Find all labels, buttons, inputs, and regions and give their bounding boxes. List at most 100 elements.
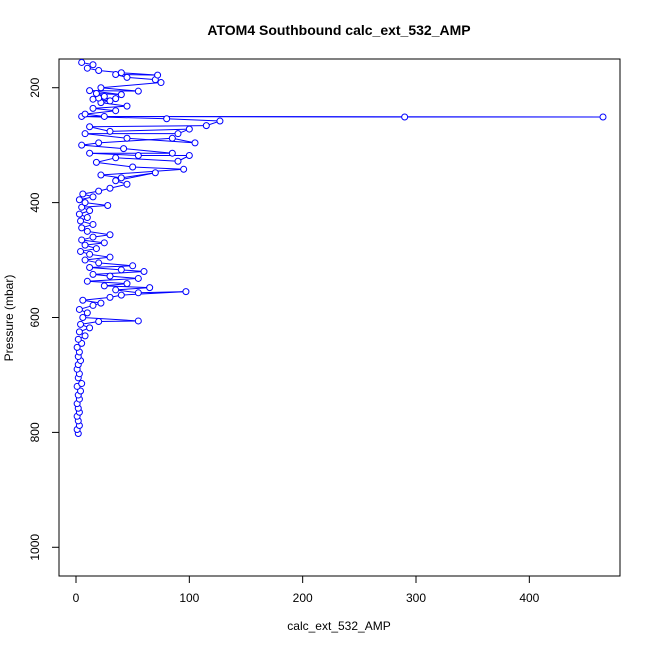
data-point: [117, 174, 125, 182]
data-point: [78, 59, 86, 66]
data-point: [202, 122, 210, 130]
data-point: [117, 266, 125, 274]
series-segment: [96, 161, 133, 168]
data-point: [123, 73, 131, 81]
series-segment: [92, 107, 116, 112]
data-point: [86, 264, 94, 272]
data-point: [89, 61, 97, 69]
series-segment: [121, 269, 145, 273]
data-point: [78, 236, 86, 244]
chart-title: ATOM4 Southbound calc_ext_532_AMP: [207, 22, 470, 38]
data-point: [77, 320, 85, 328]
data-point: [86, 149, 94, 157]
data-point: [185, 125, 193, 133]
data-point: [106, 293, 114, 301]
data-point: [83, 277, 91, 285]
data-point: [86, 123, 94, 131]
data-point: [73, 343, 81, 351]
data-point: [92, 89, 100, 97]
data-point: [95, 139, 103, 147]
data-point: [77, 387, 85, 395]
series-segment: [100, 87, 139, 92]
series-segment: [85, 110, 116, 115]
data-point: [100, 112, 108, 120]
data-point: [216, 117, 224, 125]
data-point: [89, 270, 97, 278]
data-point: [134, 289, 142, 297]
data-point: [106, 231, 114, 239]
data-point: [151, 169, 159, 177]
series-segment: [104, 115, 604, 118]
series-segment: [138, 291, 186, 294]
series-segment: [132, 166, 184, 170]
y-tick-label: 1000: [28, 534, 42, 561]
data-point: [86, 250, 94, 258]
data-point: [182, 288, 190, 296]
series-segment: [87, 277, 139, 282]
data-point: [86, 207, 94, 215]
series-segment: [82, 296, 111, 301]
series-segment: [82, 317, 139, 322]
data-point: [83, 309, 91, 317]
data-point: [83, 214, 91, 222]
data-point: [129, 262, 137, 270]
x-tick-label: 0: [73, 591, 80, 605]
data-point: [75, 210, 83, 218]
x-tick-label: 400: [519, 591, 539, 605]
data-point: [112, 154, 120, 162]
data-point: [120, 145, 128, 153]
series-segment: [115, 289, 139, 294]
data-point: [83, 64, 91, 72]
data-point: [78, 203, 86, 211]
series-segment: [81, 239, 105, 244]
data-point: [97, 84, 105, 92]
data-point: [77, 247, 85, 255]
data-point: [140, 268, 148, 276]
data-point: [89, 301, 97, 309]
data-point: [168, 134, 176, 142]
data-point: [123, 102, 131, 110]
data-point: [78, 141, 86, 149]
x-tick-label: 100: [179, 591, 199, 605]
data-point: [106, 97, 114, 105]
data-point: [174, 130, 182, 138]
data-point: [97, 299, 105, 307]
data-point: [78, 380, 86, 388]
series-segment: [81, 204, 108, 208]
data-point: [174, 157, 182, 165]
data-point: [100, 282, 108, 290]
data-point: [401, 113, 409, 121]
data-point: [79, 190, 87, 198]
series-segment: [115, 287, 150, 291]
data-point: [117, 291, 125, 299]
data-point: [134, 87, 142, 95]
series-segment: [98, 320, 139, 323]
data-point: [157, 79, 165, 87]
series-segment: [172, 137, 196, 144]
data-point: [106, 127, 114, 135]
data-point: [78, 224, 86, 232]
series-segment: [109, 128, 190, 132]
series-segment: [89, 267, 122, 271]
y-tick-label: 400: [28, 192, 42, 212]
data-point: [95, 318, 103, 326]
data-point: [134, 274, 142, 282]
series-segment: [85, 133, 128, 139]
data-point: [104, 201, 112, 209]
series-segment: [126, 76, 156, 81]
x-tick-label: 300: [406, 591, 426, 605]
data-point: [112, 107, 120, 115]
y-axis-label: Pressure (mbar): [2, 275, 16, 362]
series-segment: [89, 125, 207, 128]
series-segment: [89, 265, 133, 269]
data-point: [81, 241, 89, 249]
data-point: [81, 130, 89, 138]
data-point: [117, 91, 125, 99]
data-point: [134, 152, 142, 160]
data-point: [112, 286, 120, 294]
data-point: [123, 134, 131, 142]
data-point: [168, 149, 176, 157]
x-axis-label: calc_ext_532_AMP: [287, 619, 390, 633]
data-point: [77, 217, 85, 225]
data-point: [123, 280, 131, 288]
